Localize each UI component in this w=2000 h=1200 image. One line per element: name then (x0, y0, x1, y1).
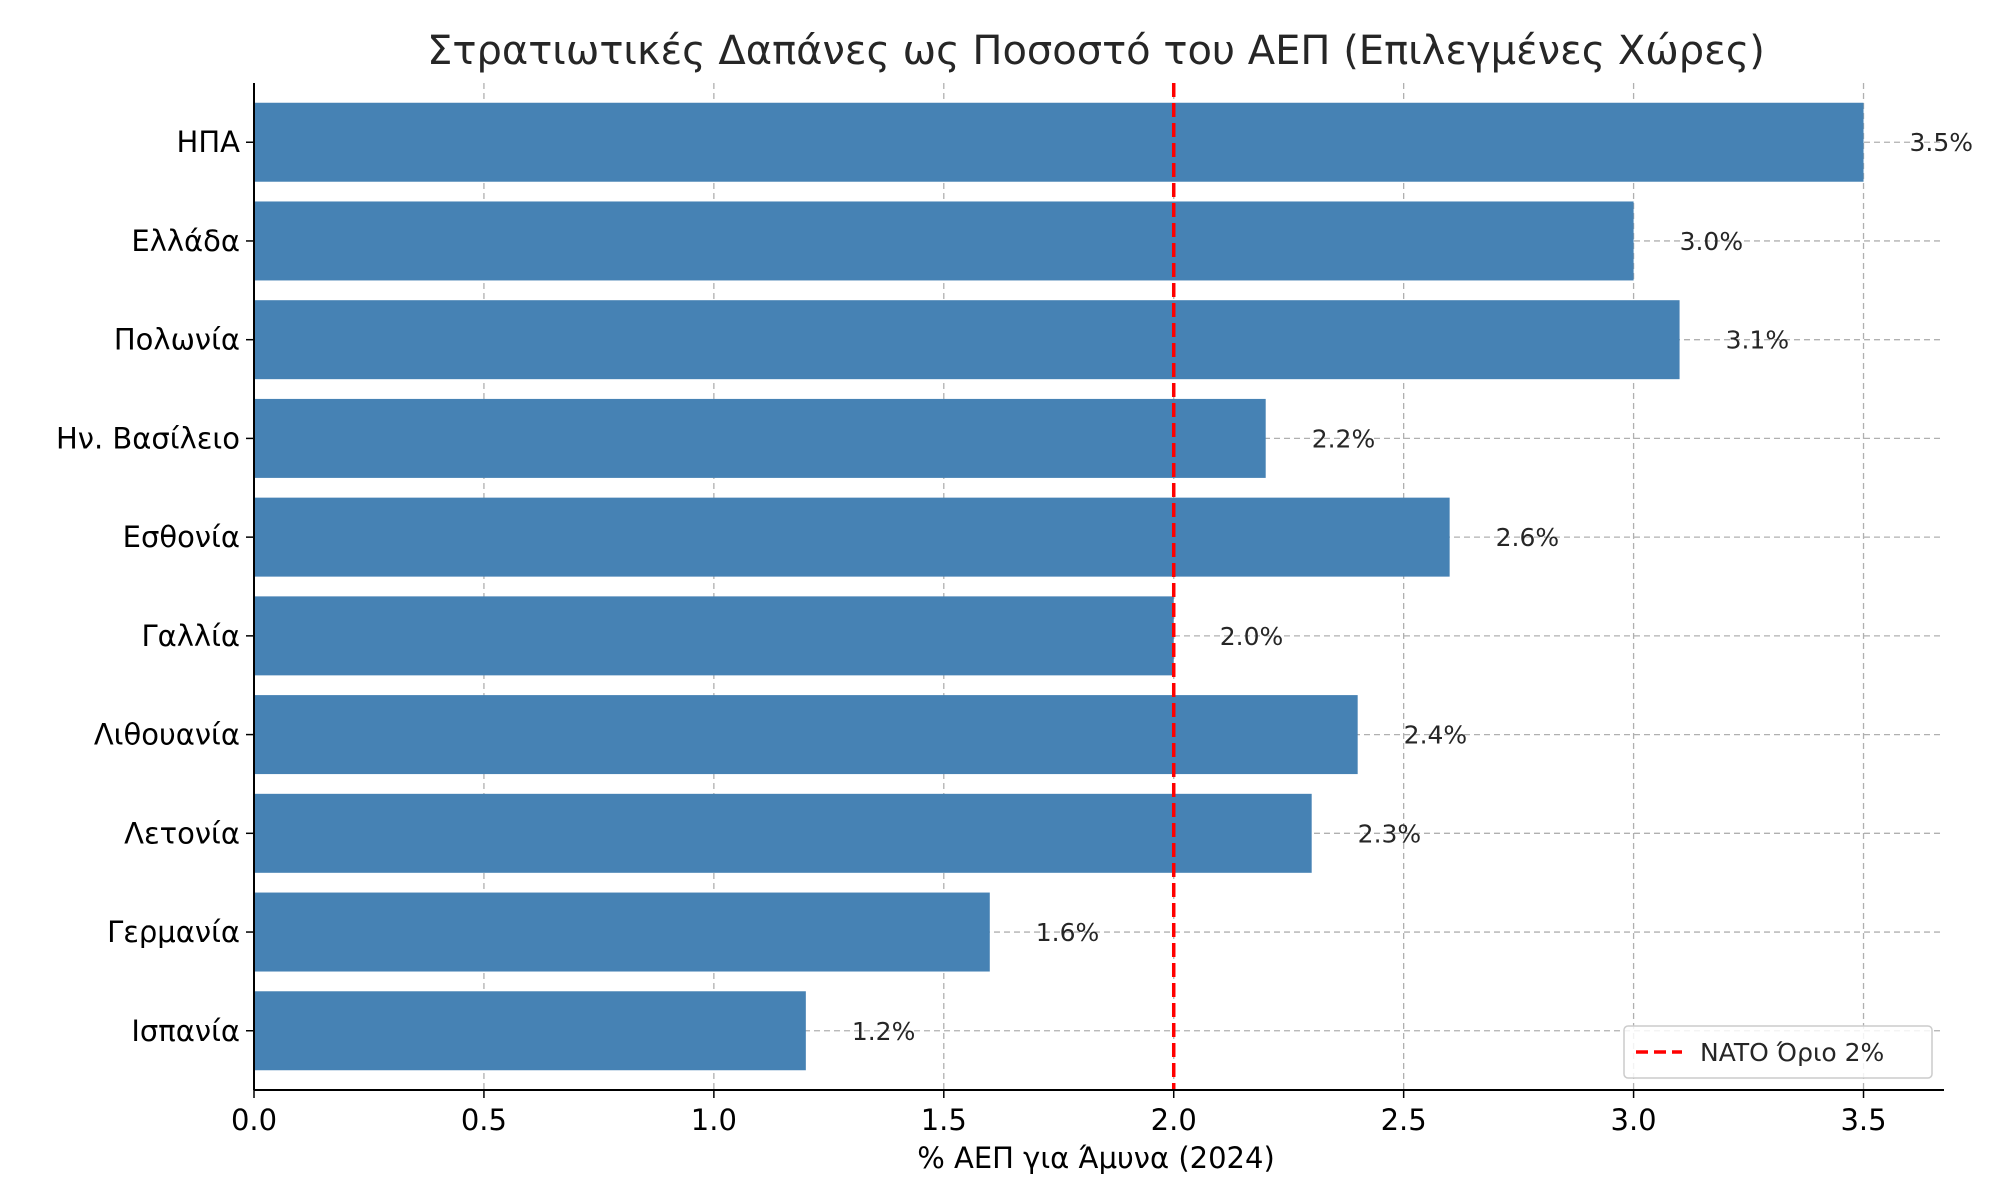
axes (253, 83, 1944, 1091)
y-tick-label: Πολωνία (114, 323, 240, 357)
y-tick-label: Γαλλία (141, 619, 240, 653)
x-tick-label: 1.0 (691, 1103, 737, 1137)
y-tick-label: ΗΠΑ (177, 125, 241, 159)
data-label: 3.1% (1726, 326, 1790, 355)
bar (254, 201, 1634, 281)
y-tick-label: Ελλάδα (131, 224, 240, 258)
x-tick-label: 2.5 (1381, 1103, 1427, 1137)
data-label: 2.2% (1312, 424, 1376, 453)
bar (254, 497, 1450, 577)
bars (254, 102, 1864, 1071)
data-label: 3.0% (1680, 227, 1744, 256)
bar (254, 300, 1680, 380)
data-labels: 3.5% 3.0% 3.1% 2.2% 2.6% 2.0% 2.4% 2.3% 1.6% 1.2% (852, 128, 1973, 1046)
data-label: 3.5% (1910, 128, 1974, 157)
x-tick-label: 1.5 (921, 1103, 967, 1137)
bar (254, 793, 1312, 873)
y-tick-label: Ισπανία (131, 1014, 240, 1048)
legend-box (1623, 1025, 1933, 1079)
y-tick-label: Λετονία (124, 816, 240, 850)
y-tick-label: Ην. Βασίλειο (56, 421, 240, 455)
x-axis-ticks: 0.0 0.5 1.0 1.5 2.0 2.5 3.0 3.5 (231, 1090, 1887, 1137)
chart-title: Στρατιωτικές Δαπάνες ως Ποσοστό του ΑΕΠ … (427, 28, 1765, 74)
y-tick-label: Λιθουανία (94, 718, 240, 752)
y-tick-label: Εσθονία (123, 520, 240, 554)
x-tick-label: 3.5 (1840, 1103, 1886, 1137)
data-label: 2.0% (1220, 622, 1284, 651)
y-axis-labels: ΗΠΑ Ελλάδα Πολωνία Ην. Βασίλειο Εσθονία Γαλλί… (56, 125, 254, 1048)
data-label: 2.4% (1404, 721, 1468, 750)
y-tick-label: Γερμανία (107, 915, 240, 949)
data-label: 1.2% (852, 1017, 916, 1046)
x-tick-label: 0.5 (461, 1103, 507, 1137)
data-label: 2.3% (1358, 819, 1422, 848)
x-tick-label: 3.0 (1611, 1103, 1657, 1137)
x-axis-label: % ΑΕΠ για Άμυνα (2024) (917, 1141, 1275, 1175)
bar (254, 991, 806, 1071)
legend-label: NATO Όριο 2% (1700, 1038, 1884, 1067)
bar (254, 398, 1266, 478)
legend: NATO Όριο 2% (1623, 1025, 1933, 1079)
x-tick-label: 2.0 (1151, 1103, 1197, 1137)
bar (254, 695, 1358, 775)
bar (254, 102, 1864, 182)
bar (254, 892, 990, 972)
data-label: 1.6% (1036, 918, 1100, 947)
data-label: 2.6% (1496, 523, 1560, 552)
x-tick-label: 0.0 (231, 1103, 277, 1137)
bar (254, 596, 1174, 676)
